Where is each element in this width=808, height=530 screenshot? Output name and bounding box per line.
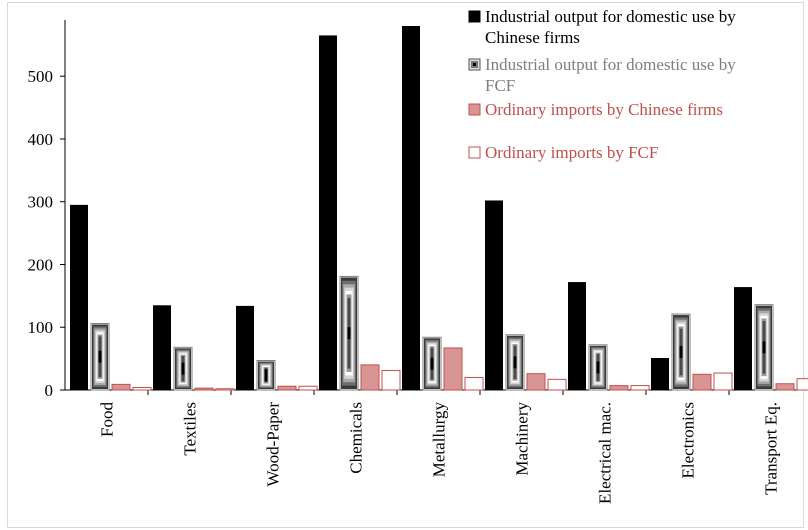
legend-label: Chinese firms bbox=[485, 28, 580, 47]
bar-3 bbox=[713, 372, 733, 391]
legend-label: Ordinary imports by FCF bbox=[485, 143, 658, 162]
bar-0 bbox=[485, 200, 503, 390]
bars bbox=[70, 26, 808, 391]
bar-0 bbox=[402, 26, 420, 390]
category-label: Food bbox=[98, 402, 117, 437]
bar-fcf bbox=[256, 360, 276, 391]
bar-3 bbox=[630, 385, 650, 391]
bar-fcf bbox=[588, 344, 608, 391]
y-tick-label: 100 bbox=[28, 318, 54, 337]
bar-fcf bbox=[422, 336, 442, 391]
bar-2 bbox=[277, 385, 297, 391]
bar-fcf bbox=[90, 322, 110, 391]
category-label: Textiles bbox=[181, 402, 200, 456]
category-label: Electronics bbox=[679, 402, 698, 478]
bar-fcf bbox=[505, 334, 525, 391]
bar-0 bbox=[319, 35, 337, 391]
bar-0 bbox=[734, 287, 752, 390]
bar-fcf bbox=[173, 346, 193, 391]
axes: 0 100 200 300 400 500 Food Textiles Wood-Paper Ch… bbox=[28, 20, 806, 504]
legend-marker-fcf bbox=[468, 58, 481, 71]
legend: Industrial output for domestic use by Chi… bbox=[468, 7, 736, 162]
bar-3 bbox=[215, 388, 235, 391]
bar-0 bbox=[153, 305, 171, 390]
bar-2 bbox=[692, 373, 712, 391]
bar-3 bbox=[464, 376, 484, 391]
bar-0 bbox=[70, 204, 88, 390]
bar-2 bbox=[111, 383, 131, 391]
bar-fcf bbox=[339, 275, 359, 391]
bar-0 bbox=[236, 305, 254, 390]
category-label: Transport Eq. bbox=[762, 402, 781, 495]
y-tick-label: 500 bbox=[28, 67, 54, 86]
bar-2 bbox=[360, 364, 380, 391]
bar-3 bbox=[132, 386, 152, 391]
bar-fcf bbox=[671, 313, 691, 391]
bar-3 bbox=[381, 370, 401, 391]
bar-3 bbox=[547, 378, 567, 391]
category-label: Metallurgy bbox=[430, 402, 449, 478]
legend-marker-0 bbox=[468, 10, 481, 23]
chart-frame bbox=[7, 2, 804, 528]
bar-3 bbox=[796, 378, 808, 391]
y-tick-label: 0 bbox=[45, 381, 54, 400]
bar-2 bbox=[526, 373, 546, 391]
bar-2 bbox=[443, 347, 463, 391]
legend-label: Industrial output for domestic use by bbox=[485, 7, 736, 26]
legend-label: Industrial output for domestic use by bbox=[485, 55, 736, 74]
y-tick-label: 300 bbox=[28, 193, 54, 212]
y-tick-label: 200 bbox=[28, 255, 54, 274]
bar-0 bbox=[568, 282, 586, 390]
y-tick-label: 400 bbox=[28, 130, 54, 149]
bar-2 bbox=[194, 387, 214, 391]
bar-3 bbox=[298, 385, 318, 391]
category-label: Chemicals bbox=[347, 402, 366, 474]
bar-2 bbox=[775, 383, 795, 391]
legend-marker-2 bbox=[468, 103, 481, 116]
legend-label: Ordinary imports by Chinese firms bbox=[485, 100, 723, 119]
legend-marker-3 bbox=[468, 146, 481, 159]
category-label: Machinery bbox=[513, 402, 532, 476]
category-label: Electrical mac. bbox=[596, 402, 615, 504]
category-label: Wood-Paper bbox=[264, 402, 283, 487]
bar-0 bbox=[651, 357, 669, 390]
bar-2 bbox=[609, 385, 629, 391]
legend-label: FCF bbox=[485, 76, 515, 95]
bar-fcf bbox=[754, 304, 774, 391]
